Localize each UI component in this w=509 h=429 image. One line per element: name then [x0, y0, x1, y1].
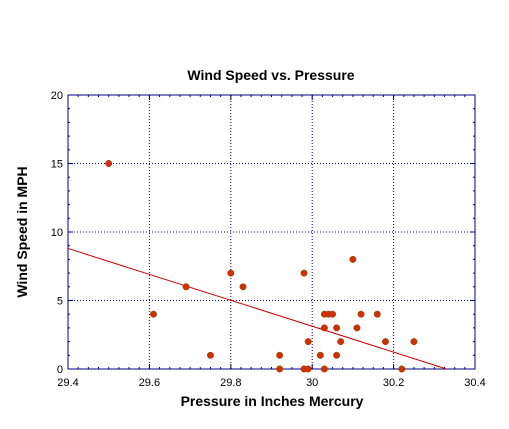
x-axis-label: Pressure in Inches Mercury	[181, 393, 364, 409]
data-point	[150, 310, 157, 318]
data-points	[105, 160, 418, 373]
x-tick-labels: 29.4 29.6 29.8 30 30.2 30.4	[57, 377, 485, 389]
data-point	[276, 351, 284, 359]
data-point	[382, 338, 389, 346]
y-tick-labels: 0 5 10 15 20	[51, 90, 63, 376]
data-point	[349, 255, 357, 263]
y-axis-label: Wind Speed in MPH	[14, 166, 30, 297]
y-tick-label: 5	[57, 296, 63, 308]
data-point	[333, 351, 341, 359]
x-tick-label: 29.8	[220, 377, 241, 389]
data-point	[320, 365, 328, 373]
data-point	[353, 324, 361, 332]
data-point	[410, 338, 418, 346]
x-tick-label: 29.4	[57, 377, 78, 389]
data-point	[357, 310, 365, 318]
data-point	[329, 310, 336, 318]
x-tick-label: 30.4	[464, 377, 485, 389]
data-point	[276, 365, 284, 373]
x-tick-label: 30.2	[383, 377, 404, 389]
data-point	[333, 324, 341, 332]
data-point	[227, 269, 235, 277]
data-point	[105, 160, 113, 167]
data-point	[304, 338, 312, 346]
data-point	[398, 365, 406, 373]
grid-lines	[68, 95, 475, 369]
chart-title: Wind Speed vs. Pressure	[187, 67, 354, 83]
y-tick-label: 10	[51, 227, 63, 239]
y-tick-label: 15	[51, 159, 63, 171]
x-tick-label: 30	[306, 377, 318, 389]
data-point	[182, 283, 190, 291]
data-point	[320, 324, 328, 332]
data-point	[239, 283, 247, 291]
y-tick-label: 20	[51, 90, 63, 102]
y-tick-label: 0	[57, 364, 63, 376]
data-point	[207, 351, 214, 359]
data-point	[337, 338, 345, 346]
trend-line	[67, 247, 447, 370]
data-point	[300, 269, 308, 277]
data-point	[316, 351, 324, 359]
axis-ticks	[67, 94, 476, 370]
x-tick-label: 29.6	[139, 377, 160, 389]
data-point	[304, 365, 312, 373]
data-point	[373, 310, 381, 318]
